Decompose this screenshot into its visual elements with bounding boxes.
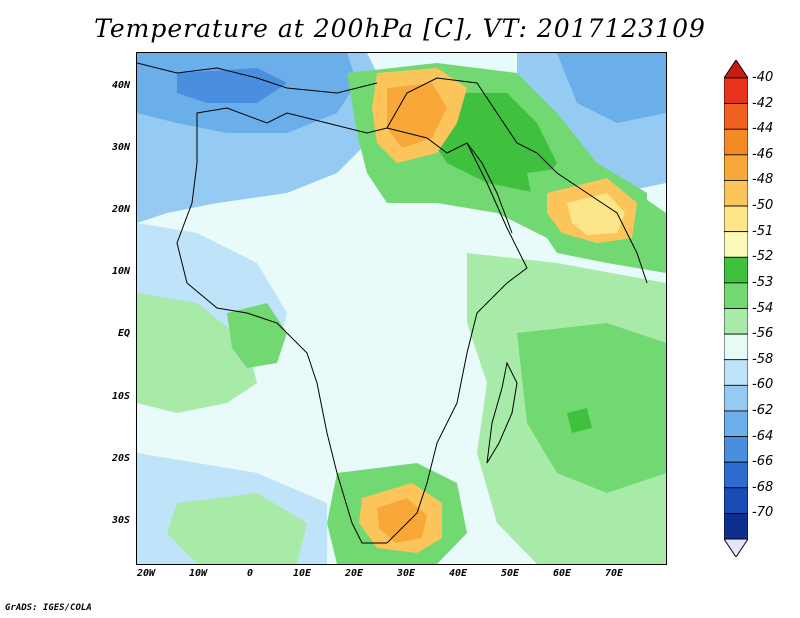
chart-title: Temperature at 200hPa [C], VT: 201712310… bbox=[94, 14, 706, 43]
colorbar-label: -53 bbox=[752, 274, 774, 290]
warm-patch-south-atlantic bbox=[167, 493, 307, 564]
colorbar-label: -58 bbox=[752, 351, 774, 367]
colorbar-label: -56 bbox=[752, 326, 774, 342]
lat-label-20n: 20N bbox=[111, 204, 130, 215]
colorbar-swatch bbox=[724, 231, 748, 258]
colorbar-swatch bbox=[724, 128, 748, 156]
colorbar-swatch bbox=[724, 308, 748, 335]
lon-label-0: 0 bbox=[246, 568, 254, 579]
cold-core-nw-inner bbox=[177, 68, 287, 103]
colorbar-label: -40 bbox=[752, 70, 774, 85]
colorbar bbox=[724, 60, 748, 557]
hot-spot-arabia-inner bbox=[567, 193, 625, 235]
map-panel bbox=[136, 52, 667, 565]
lat-label-30n: 30N bbox=[111, 142, 130, 153]
colorbar-label: -64 bbox=[752, 428, 774, 444]
lat-label-20s: 20S bbox=[111, 453, 130, 464]
colorbar-swatch bbox=[724, 282, 748, 309]
colorbar-swatch bbox=[724, 180, 748, 207]
hot-spot-south-africa-core bbox=[377, 498, 427, 543]
temperature-field bbox=[137, 53, 666, 564]
lat-label-10s: 10S bbox=[111, 391, 130, 402]
colorbar-top-arrow bbox=[724, 60, 748, 79]
colorbar-label: -48 bbox=[752, 172, 774, 188]
colorbar-label: -60 bbox=[752, 377, 774, 393]
colorbar-label: -44 bbox=[752, 121, 774, 137]
colorbar-swatch bbox=[724, 436, 748, 463]
coastlines bbox=[137, 62, 648, 544]
warm-band-north-inner bbox=[427, 93, 557, 193]
colorbar-swatch bbox=[724, 359, 748, 386]
colorbar-swatch bbox=[724, 154, 748, 181]
lat-label-40n: 40N bbox=[111, 80, 130, 91]
warm-patch-west-africa bbox=[227, 303, 287, 368]
colorbar-swatch bbox=[724, 410, 748, 437]
colorbar-swatch bbox=[724, 205, 748, 233]
warm-core-indian-ocean bbox=[517, 323, 666, 493]
lon-label-60e: 60E bbox=[552, 568, 572, 579]
warm-spot-indian-ocean bbox=[567, 408, 592, 433]
colorbar-label: -51 bbox=[752, 223, 774, 239]
lon-label-20w: 20W bbox=[136, 568, 156, 579]
colorbar-label: -42 bbox=[752, 95, 774, 111]
colorbar-swatch bbox=[724, 333, 748, 361]
lat-label-30s: 30S bbox=[111, 515, 130, 526]
colorbar-bottom-arrow bbox=[724, 538, 748, 557]
colorbar-label: -66 bbox=[752, 454, 774, 470]
colorbar-label: -50 bbox=[752, 198, 774, 214]
lat-label-10n: 10N bbox=[111, 266, 130, 277]
cold-core-ne bbox=[557, 53, 666, 123]
colorbar-swatch bbox=[724, 487, 748, 514]
colorbar-label: -70 bbox=[752, 505, 774, 521]
lon-label-30e: 30E bbox=[396, 568, 416, 579]
colorbar-swatch bbox=[724, 256, 748, 284]
credit-text: GrADS: IGES/COLA bbox=[5, 603, 92, 613]
lon-label-40e: 40E bbox=[448, 568, 468, 579]
colorbar-swatch bbox=[724, 384, 748, 412]
colorbar-label: -52 bbox=[752, 249, 774, 265]
colorbar-swatch bbox=[724, 512, 748, 540]
colorbar-swatch bbox=[724, 77, 748, 105]
colorbar-label: -68 bbox=[752, 479, 774, 495]
colorbar-label: -62 bbox=[752, 402, 774, 418]
lon-label-10e: 10E bbox=[292, 568, 312, 579]
lat-label-eq: EQ bbox=[117, 328, 130, 339]
colorbar-label: -54 bbox=[752, 300, 774, 316]
lon-label-10w: 10W bbox=[188, 568, 208, 579]
warm-patch-atlantic bbox=[137, 293, 257, 413]
colorbar-swatch bbox=[724, 461, 748, 489]
lon-label-70e: 70E bbox=[604, 568, 624, 579]
colorbar-swatch bbox=[724, 103, 748, 130]
lon-label-20e: 20E bbox=[344, 568, 364, 579]
colorbar-label: -46 bbox=[752, 146, 774, 162]
lon-label-50e: 50E bbox=[500, 568, 520, 579]
